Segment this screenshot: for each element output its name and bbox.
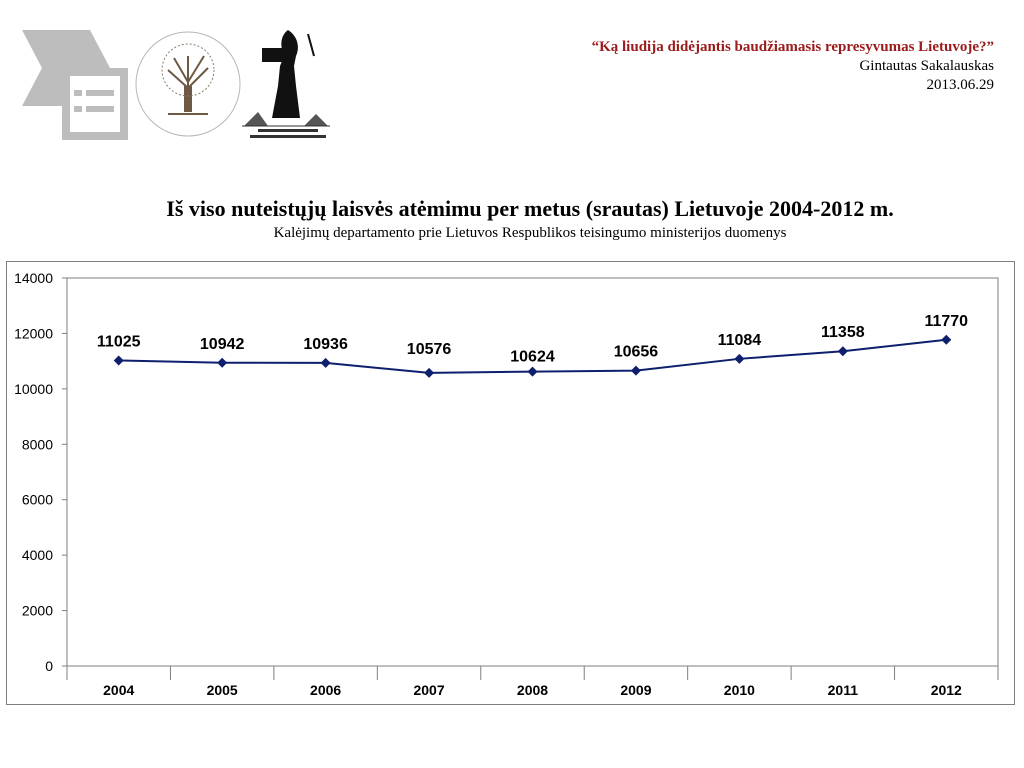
data-point-marker (630, 365, 641, 376)
data-point-marker (527, 366, 538, 377)
x-tick-label: 2006 (310, 682, 341, 698)
data-label: 10576 (407, 341, 452, 358)
author-name: Gintautas Sakalauskas (859, 58, 994, 74)
y-tick-label: 6000 (22, 492, 53, 508)
plot-area (66, 277, 999, 667)
y-tick-label: 2000 (22, 603, 53, 619)
y-tick-label: 14000 (14, 270, 53, 286)
data-point-marker (320, 357, 331, 368)
chart-frame: 0 2000 4000 6000 8000 10000 12000 14000 2004 2005… (6, 261, 1015, 705)
x-tick-label: 2004 (103, 682, 134, 698)
presentation-date: 2013.06.29 (926, 77, 995, 93)
data-label: 11084 (718, 332, 762, 349)
y-tick-label: 10000 (14, 381, 53, 397)
data-point-marker (217, 357, 228, 368)
presentation-header: “Ką liudija didėjantis baudžiamasis repr… (592, 38, 994, 95)
data-point-marker (734, 353, 745, 364)
x-tick-label: 2008 (517, 682, 548, 698)
data-label: 10942 (200, 336, 245, 353)
x-tick-label: 2009 (620, 682, 651, 698)
y-tick-label: 8000 (22, 436, 53, 452)
x-tick-label: 2011 (828, 682, 859, 698)
data-label: 10624 (510, 349, 555, 366)
y-tick-label: 12000 (14, 325, 53, 341)
y-tick-label: 0 (45, 658, 53, 674)
data-label: 10656 (614, 344, 659, 361)
data-point-marker (941, 334, 952, 345)
data-point-marker (837, 346, 848, 357)
logos (22, 30, 330, 140)
data-label: 10936 (303, 336, 348, 353)
x-tick-label: 2007 (413, 682, 444, 698)
chart-title: Iš viso nuteistųjų laisvės atėmimu per m… (166, 196, 894, 221)
y-tick-label: 4000 (22, 547, 53, 563)
data-label: 11025 (97, 333, 141, 350)
x-tick-label: 2010 (724, 682, 755, 698)
data-point-marker (113, 355, 124, 366)
chart-subtitle: Kalėjimų departamento prie Lietuvos Resp… (273, 225, 787, 241)
law-institute-logo (242, 30, 330, 138)
data-point-marker (424, 367, 435, 378)
line-chart: 0 2000 4000 6000 8000 10000 12000 14000 2004 2005… (14, 270, 999, 698)
talk-title: “Ką liudija didėjantis baudžiamasis repr… (591, 39, 994, 55)
x-tick-label: 2005 (207, 682, 238, 698)
data-label: 11358 (821, 324, 865, 341)
criminology-association-seal (135, 31, 241, 137)
logo-area (18, 26, 338, 146)
slide-list-icon (22, 30, 128, 140)
x-tick-label: 2012 (931, 682, 962, 698)
data-label: 11770 (924, 313, 968, 330)
